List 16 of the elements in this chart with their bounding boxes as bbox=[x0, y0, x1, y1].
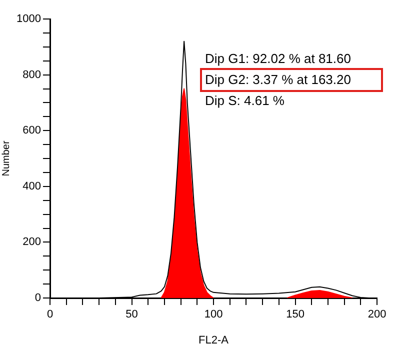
x-tick-label: 200 bbox=[368, 308, 386, 321]
x-tick-label: 100 bbox=[204, 308, 223, 321]
y-tick-label: 1000 bbox=[16, 13, 41, 26]
y-tick-label: 400 bbox=[22, 180, 41, 192]
y-tick-label: 0 bbox=[34, 292, 41, 304]
x-tick-label: 0 bbox=[46, 308, 54, 321]
y-axis-title: Number bbox=[0, 140, 12, 176]
annotation: Dip G1: 92.02 % at 81.60 bbox=[205, 50, 351, 67]
x-tick-label: 150 bbox=[286, 308, 304, 321]
x-axis-title: FL2-A bbox=[198, 334, 230, 346]
y-tick-label: 200 bbox=[22, 236, 41, 248]
annotation: Dip G2: 3.37 % at 163.20 bbox=[205, 71, 351, 88]
y-tick-label: 600 bbox=[22, 124, 41, 137]
annotation: Dip S: 4.61 % bbox=[205, 92, 284, 109]
y-tick-label: 800 bbox=[22, 68, 41, 81]
x-tick-label: 50 bbox=[126, 308, 138, 321]
